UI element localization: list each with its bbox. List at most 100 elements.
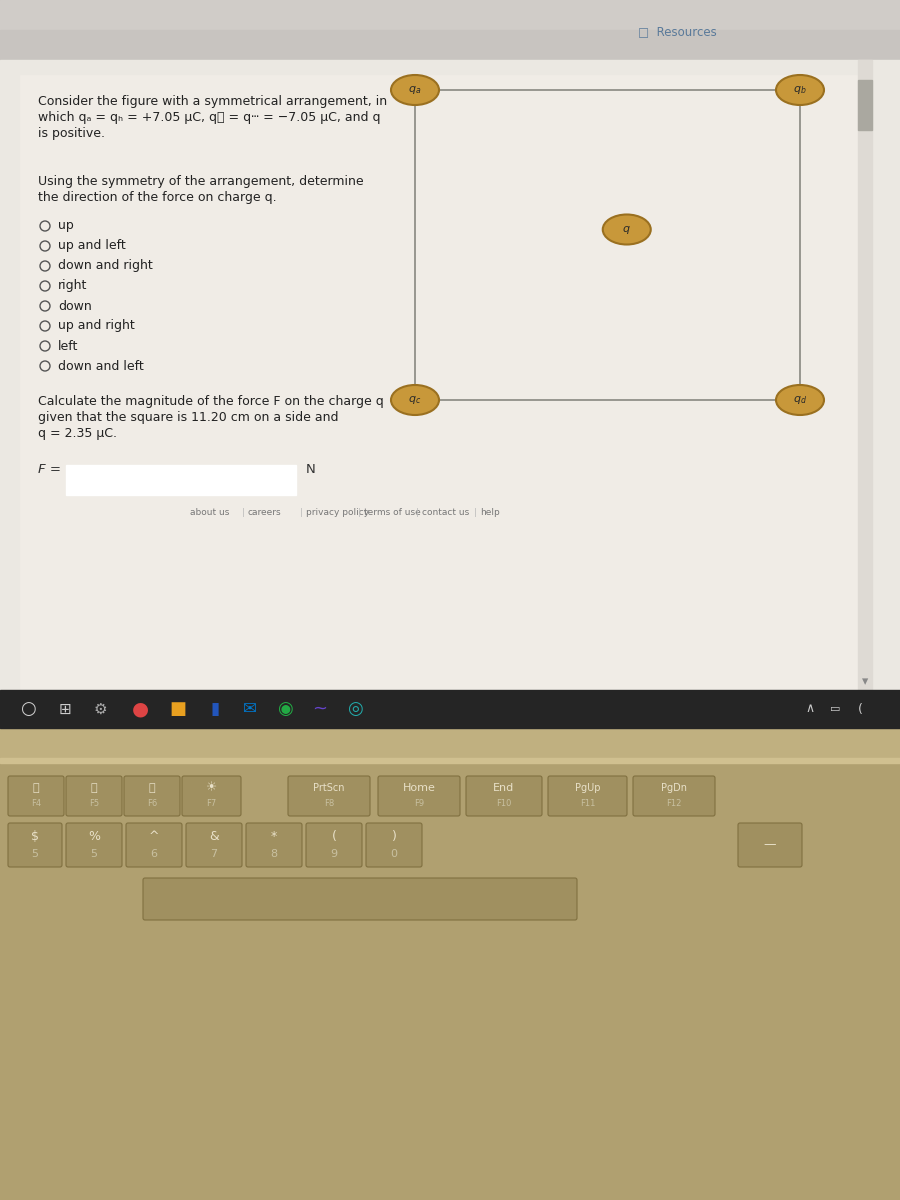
Text: &: & — [209, 829, 219, 842]
Text: right: right — [58, 280, 87, 293]
Text: the direction of the force on charge q.: the direction of the force on charge q. — [38, 191, 276, 204]
Ellipse shape — [603, 215, 651, 245]
Text: given that the square is 11.20 cm on a side and: given that the square is 11.20 cm on a s… — [38, 410, 338, 424]
Text: ●: ● — [131, 700, 149, 719]
Text: |: | — [416, 508, 419, 517]
FancyBboxPatch shape — [66, 823, 122, 866]
Text: $q_c$: $q_c$ — [409, 394, 421, 406]
Text: F9: F9 — [414, 799, 424, 809]
Ellipse shape — [391, 74, 439, 104]
Text: F6: F6 — [147, 799, 158, 809]
Ellipse shape — [776, 74, 824, 104]
Text: is positive.: is positive. — [38, 127, 105, 140]
Text: 🔇: 🔇 — [32, 784, 40, 793]
Text: 9: 9 — [330, 848, 338, 859]
Ellipse shape — [776, 385, 824, 415]
Text: 8: 8 — [270, 848, 277, 859]
Text: 6: 6 — [150, 848, 158, 859]
Text: %: % — [88, 829, 100, 842]
Text: ◎: ◎ — [347, 700, 363, 718]
Text: down and left: down and left — [58, 360, 144, 372]
Text: 0: 0 — [391, 848, 398, 859]
Text: Consider the figure with a symmetrical arrangement, in: Consider the figure with a symmetrical a… — [38, 95, 387, 108]
Text: q = 2.35 μC.: q = 2.35 μC. — [38, 427, 117, 440]
Text: F4: F4 — [31, 799, 41, 809]
Text: (: ( — [331, 829, 337, 842]
Text: ✉: ✉ — [243, 700, 256, 718]
Text: down and right: down and right — [58, 259, 153, 272]
Text: PgUp: PgUp — [575, 784, 600, 793]
FancyBboxPatch shape — [126, 823, 182, 866]
Text: F =: F = — [38, 463, 61, 476]
Text: ∧: ∧ — [806, 702, 814, 715]
Text: N: N — [306, 463, 316, 476]
Text: privacy policy: privacy policy — [306, 508, 369, 517]
Text: —: — — [764, 839, 776, 852]
Text: left: left — [58, 340, 78, 353]
Text: |: | — [242, 508, 245, 517]
Text: End: End — [493, 784, 515, 793]
Bar — [0, 60, 900, 690]
Bar — [20, 74, 870, 690]
Text: ): ) — [392, 829, 396, 842]
Text: 🔊: 🔊 — [148, 784, 156, 793]
Text: Using the symmetry of the arrangement, determine: Using the symmetry of the arrangement, d… — [38, 175, 364, 188]
FancyBboxPatch shape — [186, 823, 242, 866]
FancyBboxPatch shape — [366, 823, 422, 866]
Bar — [858, 60, 872, 690]
FancyBboxPatch shape — [143, 878, 577, 920]
Text: contact us: contact us — [422, 508, 469, 517]
Text: terms of use: terms of use — [364, 508, 421, 517]
Text: Calculate the magnitude of the force F on the charge q: Calculate the magnitude of the force F o… — [38, 395, 383, 408]
Text: $q_b$: $q_b$ — [793, 84, 806, 96]
FancyBboxPatch shape — [246, 823, 302, 866]
Text: help: help — [480, 508, 500, 517]
Text: (: ( — [858, 702, 862, 715]
FancyBboxPatch shape — [66, 776, 122, 816]
Bar — [0, 30, 900, 60]
Text: F12: F12 — [666, 799, 681, 809]
Text: 5: 5 — [32, 848, 39, 859]
FancyBboxPatch shape — [738, 823, 802, 866]
FancyBboxPatch shape — [548, 776, 627, 816]
FancyBboxPatch shape — [124, 776, 180, 816]
FancyBboxPatch shape — [182, 776, 241, 816]
Text: PrtScn: PrtScn — [313, 784, 345, 793]
Text: up: up — [58, 220, 74, 233]
Text: up and right: up and right — [58, 319, 135, 332]
Bar — [66, 464, 296, 494]
Text: ◉: ◉ — [277, 700, 292, 718]
Bar — [0, 758, 900, 1200]
Text: F7: F7 — [206, 799, 217, 809]
Text: ▾: ▾ — [862, 674, 868, 688]
Text: ⊞: ⊞ — [58, 702, 71, 716]
Text: ~: ~ — [312, 700, 328, 718]
Text: down: down — [58, 300, 92, 312]
FancyBboxPatch shape — [466, 776, 542, 816]
Text: F5: F5 — [89, 799, 99, 809]
FancyBboxPatch shape — [288, 776, 370, 816]
FancyBboxPatch shape — [306, 823, 362, 866]
Text: ⚙: ⚙ — [94, 702, 107, 716]
Text: F11: F11 — [580, 799, 595, 809]
Text: PgDn: PgDn — [661, 784, 687, 793]
Text: careers: careers — [248, 508, 282, 517]
Text: which qₐ = qₕ = +7.05 μC, qⲜ = qⵈ = −7.05 μC, and q: which qₐ = qₕ = +7.05 μC, qⲜ = qⵈ = −7.0… — [38, 110, 381, 124]
Text: about us: about us — [190, 508, 230, 517]
Ellipse shape — [391, 385, 439, 415]
Text: ▮: ▮ — [211, 700, 220, 718]
FancyBboxPatch shape — [8, 776, 64, 816]
Bar — [858, 80, 872, 130]
Text: up and left: up and left — [58, 240, 126, 252]
Text: ○: ○ — [20, 700, 36, 718]
Text: F10: F10 — [496, 799, 512, 809]
Text: |: | — [474, 508, 477, 517]
Text: ^: ^ — [148, 829, 159, 842]
Text: $q_d$: $q_d$ — [793, 394, 807, 406]
Bar — [0, 690, 900, 728]
Text: Home: Home — [402, 784, 436, 793]
Bar — [0, 758, 900, 763]
Text: 7: 7 — [211, 848, 218, 859]
Text: F8: F8 — [324, 799, 334, 809]
Text: 🔉: 🔉 — [91, 784, 97, 793]
